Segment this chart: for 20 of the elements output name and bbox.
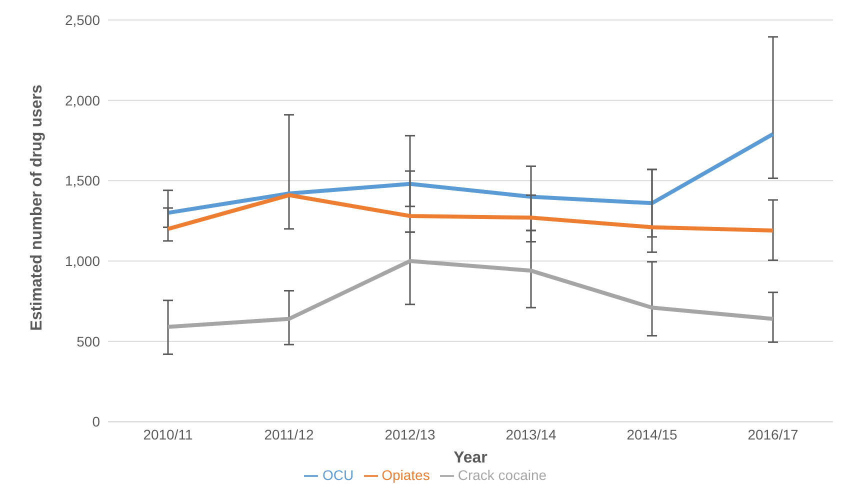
x-tick-label: 2013/14 bbox=[506, 426, 557, 443]
y-tick-label: 2,500 bbox=[64, 12, 100, 28]
line-series bbox=[166, 259, 775, 329]
y-tick-label: 0 bbox=[92, 414, 100, 430]
y-tick-label: 1,500 bbox=[64, 172, 100, 189]
y-tick-label: 1,000 bbox=[64, 252, 100, 269]
line-series bbox=[166, 132, 775, 215]
y-axis-title: Estimated number of drug users bbox=[28, 84, 46, 331]
x-tick-label: 2010/11 bbox=[143, 426, 193, 443]
x-tick-label: 2012/13 bbox=[384, 426, 436, 443]
line-series bbox=[166, 193, 775, 232]
y-tick-label: 500 bbox=[76, 333, 100, 350]
x-tick-label: 2016/17 bbox=[748, 426, 799, 443]
legend-label: Opiates bbox=[382, 466, 430, 483]
legend-label: OCU bbox=[322, 466, 354, 483]
x-tick-label: 2011/12 bbox=[264, 426, 314, 443]
y-tick-label: 2,000 bbox=[64, 92, 100, 108]
x-tick-label: 2014/15 bbox=[626, 426, 678, 443]
x-axis-title: Year bbox=[454, 450, 488, 467]
legend-label: Crack cocaine bbox=[458, 466, 547, 483]
